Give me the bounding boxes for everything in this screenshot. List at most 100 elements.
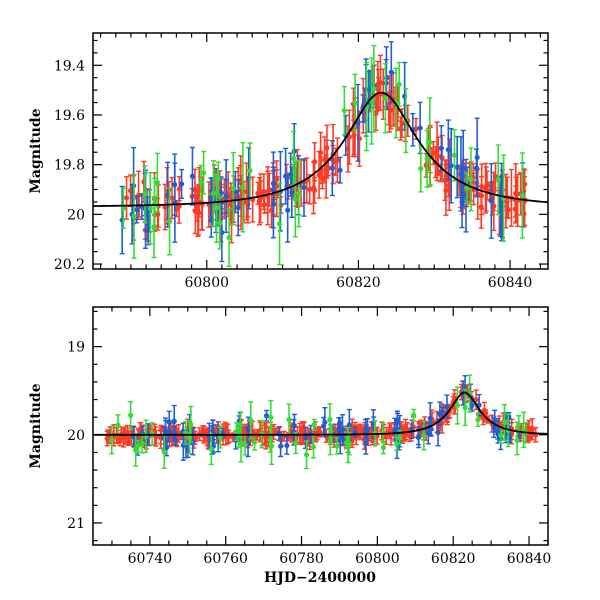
data-point-green: [240, 184, 246, 190]
data-point-green: [514, 437, 520, 444]
data-point-blue: [223, 193, 229, 199]
data-point-blue: [339, 427, 346, 433]
data-point-red: [388, 107, 394, 113]
data-point-blue: [488, 198, 494, 204]
data-point-red: [443, 187, 449, 193]
data-point-red: [373, 110, 379, 117]
data-point-red: [194, 203, 200, 209]
data-point-green: [397, 434, 403, 440]
data-point-blue: [417, 125, 423, 131]
data-point-red: [473, 397, 479, 403]
data-point-red: [318, 150, 324, 156]
data-point-red: [310, 185, 317, 191]
data-point-blue: [178, 181, 185, 187]
data-point-green: [495, 177, 501, 183]
data-point-blue: [284, 442, 290, 449]
data-point-green: [213, 205, 220, 211]
data-point-green: [230, 186, 236, 192]
data-point-blue: [336, 426, 342, 433]
data-point-blue: [439, 409, 445, 415]
plot-frame-top: [92, 32, 549, 270]
data-point-blue: [263, 413, 270, 419]
data-point-blue: [134, 207, 140, 213]
data-point-green: [233, 428, 239, 435]
data-point-green: [226, 234, 232, 241]
y-tick-label: 20: [67, 207, 85, 223]
data-point-green: [268, 443, 275, 449]
data-point-green: [327, 438, 333, 445]
data-point-red: [491, 203, 497, 209]
data-point-red: [261, 201, 268, 208]
data-point-blue: [438, 145, 444, 151]
data-point-green: [120, 205, 126, 211]
data-point-green: [396, 81, 402, 88]
data-point-red: [529, 426, 535, 432]
y-tick-label: 19.6: [54, 108, 85, 124]
data-point-green: [128, 412, 134, 418]
data-point-red: [484, 182, 490, 188]
x-tick-label: 60820: [431, 551, 476, 567]
data-point-green: [468, 176, 474, 182]
data-point-green: [382, 95, 389, 101]
data-point-green: [327, 416, 333, 423]
data-point-green: [311, 422, 317, 428]
data-point-green: [424, 156, 430, 162]
data-point-blue: [444, 404, 450, 410]
data-point-green: [142, 191, 148, 197]
axis-ticks-bottom: 60740 60760 60780 60800 60820 60840 19 20 21: [67, 307, 551, 567]
data-point-blue: [285, 207, 291, 213]
data-point-blue: [448, 163, 454, 169]
data-point-blue: [463, 193, 469, 199]
data-point-red: [423, 162, 429, 168]
y-tick-label: 19.8: [54, 158, 85, 174]
data-point-green: [411, 412, 417, 418]
data-point-green: [462, 404, 468, 411]
data-point-red: [155, 211, 161, 217]
data-point-blue: [473, 165, 480, 171]
data-point-red: [316, 172, 322, 178]
data-point-blue: [302, 435, 309, 441]
model-curve: [93, 391, 548, 436]
x-tick-label: 60840: [507, 551, 552, 567]
data-point-green: [286, 417, 292, 423]
data-point-green: [310, 444, 317, 450]
data-point-green: [147, 205, 153, 211]
data-point-green: [341, 108, 347, 114]
data-point-green: [161, 449, 167, 455]
x-axis-label: HJD−2400000: [264, 570, 376, 586]
x-tick-label: 60760: [203, 551, 248, 567]
data-point-blue: [427, 415, 433, 422]
data-point-green: [208, 446, 214, 452]
data-point-blue: [291, 423, 297, 429]
data-point-blue: [329, 165, 335, 171]
data-point-blue: [321, 423, 327, 429]
data-point-green: [521, 427, 527, 433]
data-point-green: [248, 417, 254, 423]
data-point-red: [383, 433, 389, 439]
data-point-green: [131, 213, 137, 219]
data-point-red: [125, 439, 131, 445]
data-point-blue: [458, 171, 464, 177]
data-point-blue: [189, 173, 196, 179]
panel-top: 60800 60820 60840 19.4 19.6 19.8 20 20.2 Magnit…: [28, 32, 549, 291]
y-tick-label: 20: [67, 428, 85, 444]
data-point-green: [151, 224, 157, 230]
data-point-green: [247, 168, 253, 174]
data-point-green: [242, 442, 248, 448]
data-point-green: [464, 185, 470, 191]
y-tick-label: 20.2: [54, 257, 85, 273]
data-point-green: [475, 417, 481, 423]
data-point-green: [292, 196, 298, 202]
data-point-green: [276, 221, 283, 227]
data-point-green: [380, 444, 387, 451]
data-point-red: [334, 157, 341, 163]
data-point-blue: [208, 217, 214, 224]
data-point-green: [139, 440, 145, 447]
data-point-blue: [454, 164, 460, 170]
x-tick-label: 60820: [336, 275, 381, 291]
y-axis-label-top: Magnitude: [28, 108, 44, 193]
data-point-green: [135, 443, 141, 449]
data-point-red: [255, 190, 261, 197]
data-point-green: [334, 443, 340, 449]
